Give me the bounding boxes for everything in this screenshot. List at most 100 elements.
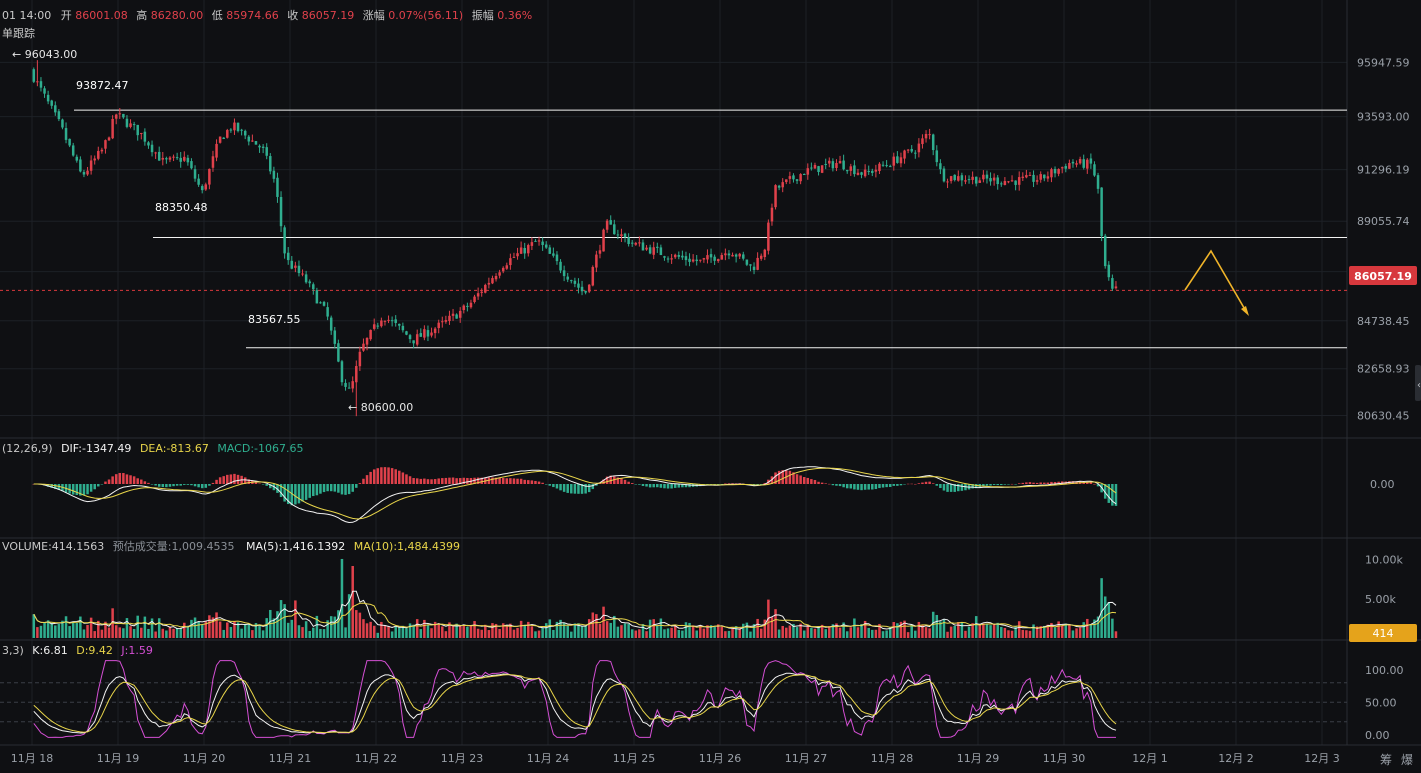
macd-bar (394, 469, 397, 484)
candle-body (362, 343, 365, 351)
candle-body (570, 280, 573, 282)
volume-bar (61, 620, 64, 638)
macd-bar (369, 471, 372, 484)
volume-bar (523, 625, 526, 638)
volume-bar (537, 630, 541, 638)
candle-body (656, 246, 659, 248)
candle-body (265, 147, 268, 156)
volume-bar (372, 625, 376, 638)
macd-bar (820, 482, 824, 484)
macd-bar (795, 474, 799, 484)
volume-bar (433, 621, 437, 638)
candle-body (168, 157, 172, 160)
macd-bar (724, 483, 727, 484)
macd-bar (548, 484, 552, 486)
volume-bar (430, 628, 433, 638)
volume-bar (785, 627, 788, 638)
candle-body (118, 113, 122, 115)
horizontal-levels[interactable] (0, 109, 1347, 349)
volume-bar (742, 623, 745, 638)
macd-bar (408, 476, 412, 484)
candle-body (516, 253, 519, 257)
macd-bar (656, 484, 659, 488)
date-tick-label: 11月 28 (871, 752, 914, 765)
macd-bar (799, 475, 802, 484)
candle-body (484, 284, 487, 293)
macd-bar (1053, 481, 1057, 484)
candle-body (444, 320, 448, 322)
volume-bar (580, 626, 584, 638)
volume-bar (509, 623, 512, 638)
volume-bar (276, 611, 279, 638)
macd-bar (315, 484, 319, 496)
macd-bar (935, 484, 939, 486)
candle-body (107, 137, 111, 141)
liquidation-icon[interactable]: 爆 (1401, 753, 1413, 767)
macd-bar (957, 484, 960, 492)
candle-body (491, 278, 494, 284)
volume-bar (441, 626, 444, 638)
candle-body (795, 179, 799, 181)
volume-bar (398, 627, 401, 638)
macd-bar (949, 484, 953, 492)
volume-header: VOLUME:414.1563 预估成交量:1,009.4535 MA(5):1… (2, 539, 460, 553)
volume-bar (308, 630, 311, 638)
volume-bar (849, 627, 853, 638)
side-panel-toggle[interactable]: ‹ (1415, 365, 1421, 401)
macd-bar (32, 484, 36, 485)
candle-body (785, 179, 788, 183)
candle-body (910, 148, 913, 152)
macd-bar (487, 477, 491, 484)
volume-bar (1078, 627, 1082, 638)
candle-body (401, 325, 405, 331)
candle-body (996, 177, 999, 185)
volume-bar (36, 627, 39, 638)
candle-body (1075, 163, 1078, 165)
macd-bar (233, 473, 236, 484)
kdj-tick-label: 0.00 (1365, 729, 1390, 742)
macd-bar (1086, 481, 1089, 484)
kdj-d-line (33, 674, 1117, 734)
candle-body (616, 234, 620, 236)
macd-bar (426, 479, 430, 484)
volume-bar (229, 627, 233, 638)
candle-body (580, 286, 584, 292)
candle-body (856, 172, 860, 175)
tracking-label[interactable]: 单跟踪 (2, 26, 35, 40)
macd-bar (541, 482, 544, 484)
low-label: 低 (212, 9, 223, 22)
volume-bar (233, 621, 236, 638)
price-tick-label: 82658.93 (1357, 363, 1410, 376)
macd-bar (720, 484, 724, 485)
macd-bar (398, 470, 401, 484)
macd-bar (591, 484, 595, 490)
candle-body (32, 69, 36, 82)
candle-body (247, 136, 251, 142)
volume-ma5: MA(5):1,416.1392 (246, 540, 345, 553)
forecast-arrow[interactable] (1184, 249, 1249, 316)
amp-value: 0.36% (497, 9, 532, 22)
candle-body (190, 161, 193, 169)
volume-bar (32, 614, 36, 638)
candle-body (974, 176, 978, 184)
macd-bar (953, 484, 956, 492)
chip-distribution-icon[interactable]: 筹 (1380, 753, 1392, 767)
volume-bar (817, 626, 820, 638)
candle-body (64, 128, 68, 140)
macd-bar (462, 477, 466, 484)
candle-body (365, 337, 369, 345)
candle-body (1032, 174, 1035, 182)
candle-body (1010, 180, 1014, 182)
candle-body (71, 145, 75, 156)
volume-bar (183, 622, 186, 638)
macd-bar (372, 469, 376, 484)
volume-bar (609, 622, 612, 638)
candle-body (552, 253, 555, 256)
volume-bar (953, 625, 956, 638)
macd-bar (93, 484, 96, 490)
macd-bar (197, 484, 200, 488)
macd-bar (236, 474, 240, 484)
volume-bar (1093, 619, 1096, 638)
